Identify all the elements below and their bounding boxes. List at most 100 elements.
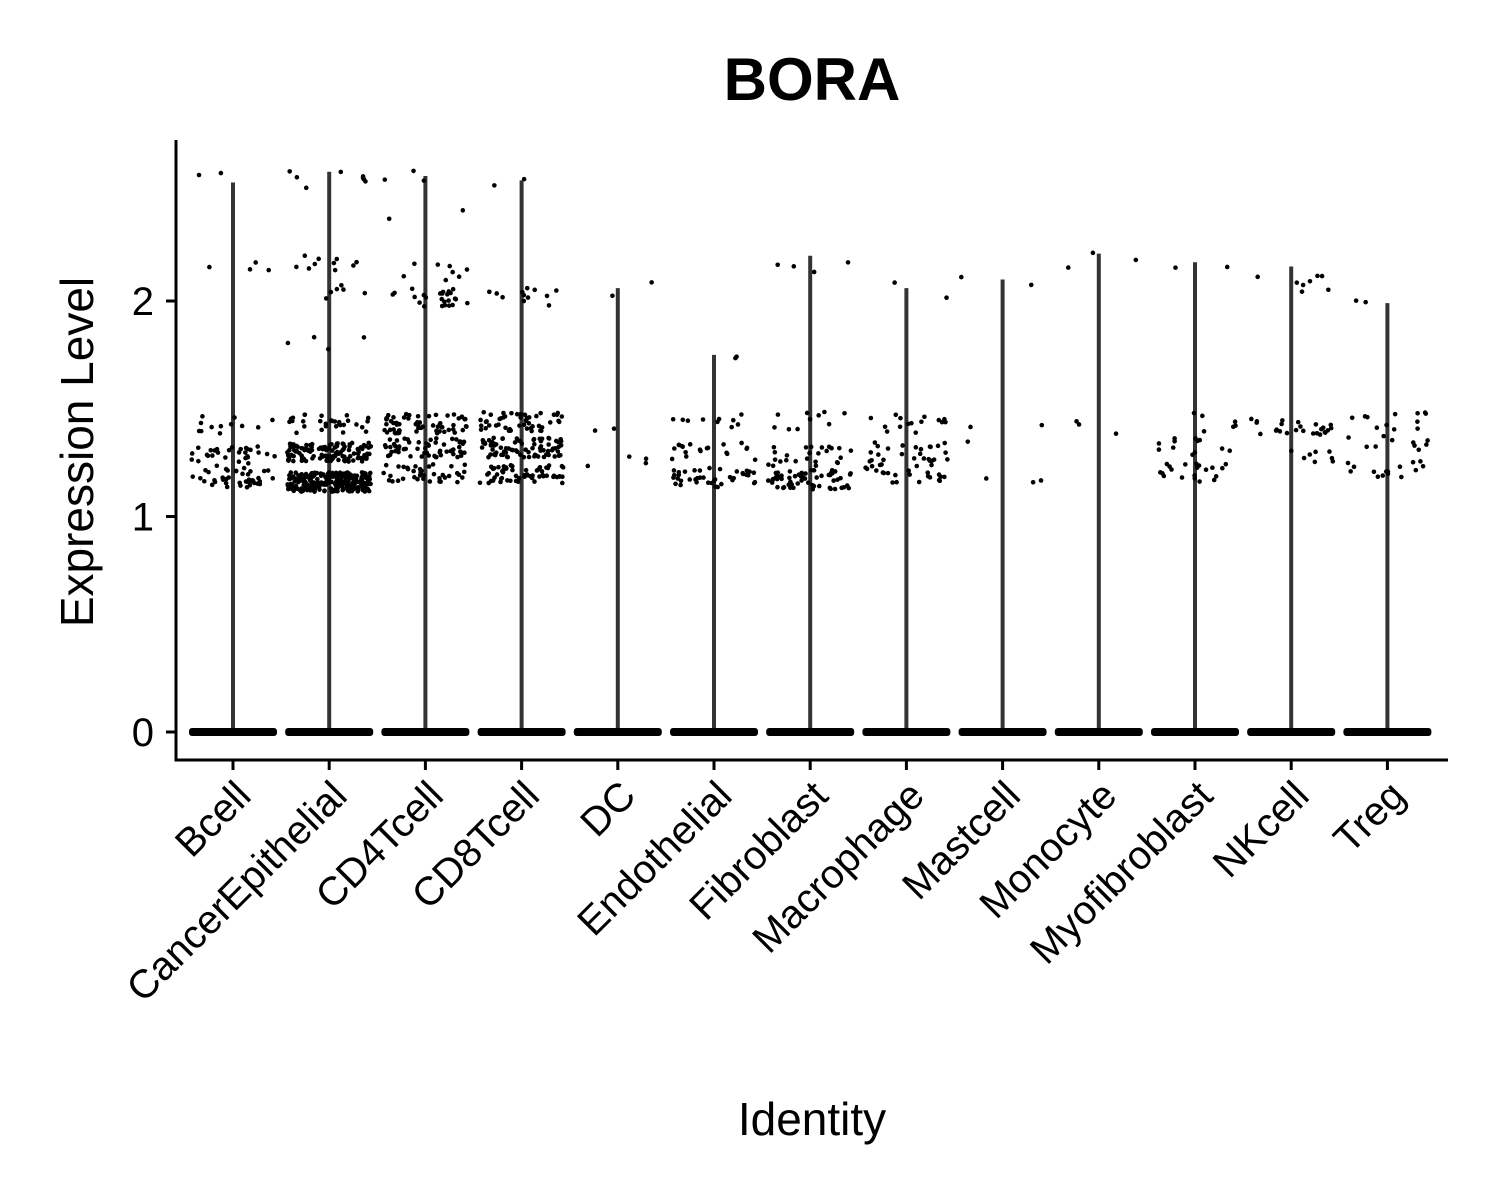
- data-point: [831, 478, 836, 483]
- data-point: [326, 475, 332, 481]
- data-point: [391, 415, 396, 420]
- data-point: [805, 480, 811, 485]
- data-point: [452, 430, 458, 435]
- data-point: [549, 447, 555, 453]
- data-point: [868, 450, 874, 455]
- data-point: [538, 448, 543, 453]
- data-point: [775, 412, 781, 417]
- data-point: [226, 447, 232, 453]
- data-point: [287, 447, 292, 453]
- data-point: [678, 482, 683, 488]
- data-point: [416, 440, 422, 445]
- data-point: [679, 443, 685, 449]
- data-point: [304, 487, 310, 493]
- data-point: [1232, 419, 1238, 425]
- data-point: [352, 473, 357, 478]
- data-point: [544, 465, 549, 470]
- data-point: [517, 423, 522, 428]
- data-point: [261, 468, 267, 474]
- data-point: [943, 450, 948, 455]
- data-point: [310, 456, 315, 461]
- data-point: [532, 479, 537, 484]
- data-point: [1227, 448, 1233, 454]
- data-point: [417, 300, 422, 305]
- data-point: [804, 410, 810, 416]
- data-point: [540, 472, 545, 478]
- data-point: [1273, 428, 1279, 433]
- data-point: [248, 469, 253, 474]
- data-point: [881, 470, 887, 476]
- data-point: [329, 448, 335, 453]
- data-point: [727, 474, 733, 480]
- data-point: [446, 298, 451, 303]
- data-point: [829, 467, 835, 473]
- data-point: [223, 466, 229, 472]
- data-point: [422, 450, 427, 456]
- data-point: [827, 485, 833, 491]
- data-point: [418, 468, 423, 473]
- data-point: [330, 474, 336, 480]
- data-point: [270, 417, 275, 423]
- data-point: [514, 436, 520, 441]
- data-point: [427, 479, 433, 484]
- data-point: [524, 285, 530, 291]
- data-point: [1133, 257, 1139, 263]
- data-point: [454, 470, 460, 476]
- data-point: [872, 440, 878, 445]
- data-point: [415, 413, 421, 419]
- data-point: [530, 445, 535, 451]
- data-point: [787, 475, 792, 481]
- data-point: [819, 445, 825, 450]
- data-point: [928, 444, 933, 450]
- data-point: [293, 476, 299, 482]
- zero-point-band: [1247, 728, 1336, 736]
- data-point: [715, 484, 720, 490]
- data-point: [913, 430, 919, 435]
- data-point: [437, 429, 442, 434]
- data-point: [1220, 465, 1225, 471]
- data-point: [769, 480, 775, 485]
- data-point: [432, 453, 437, 459]
- data-point: [442, 475, 448, 480]
- x-tick-label: Treg: [1326, 773, 1414, 861]
- data-point: [839, 485, 844, 491]
- data-point: [264, 451, 270, 457]
- zero-point-band: [573, 728, 662, 736]
- data-point: [355, 446, 361, 452]
- data-point: [454, 437, 459, 442]
- data-point: [683, 454, 689, 459]
- data-point: [538, 428, 544, 434]
- data-point: [218, 423, 224, 429]
- data-point: [669, 456, 675, 462]
- data-point: [1156, 447, 1162, 452]
- y-tick-label: 0: [132, 711, 154, 755]
- data-point: [238, 446, 243, 452]
- data-point: [364, 456, 369, 462]
- data-point: [522, 412, 528, 418]
- data-point: [780, 485, 786, 491]
- data-point: [416, 425, 421, 431]
- data-point: [909, 420, 914, 426]
- data-point: [893, 472, 898, 478]
- data-point: [532, 454, 537, 459]
- data-point: [460, 427, 466, 433]
- data-point: [822, 409, 827, 415]
- data-point: [443, 277, 449, 283]
- data-point: [1353, 298, 1359, 303]
- data-point: [1160, 471, 1165, 476]
- data-point: [302, 482, 307, 488]
- data-point: [314, 481, 320, 486]
- data-point: [291, 458, 296, 464]
- data-point: [744, 446, 749, 452]
- data-point: [536, 467, 541, 472]
- data-point: [256, 475, 261, 481]
- data-point: [486, 454, 491, 460]
- data-point: [464, 267, 470, 272]
- data-point: [1385, 471, 1391, 477]
- data-point: [1317, 432, 1323, 437]
- data-point: [348, 472, 354, 478]
- data-point: [1300, 282, 1306, 288]
- data-point: [521, 176, 527, 182]
- data-point: [835, 460, 841, 466]
- data-point: [1224, 264, 1230, 270]
